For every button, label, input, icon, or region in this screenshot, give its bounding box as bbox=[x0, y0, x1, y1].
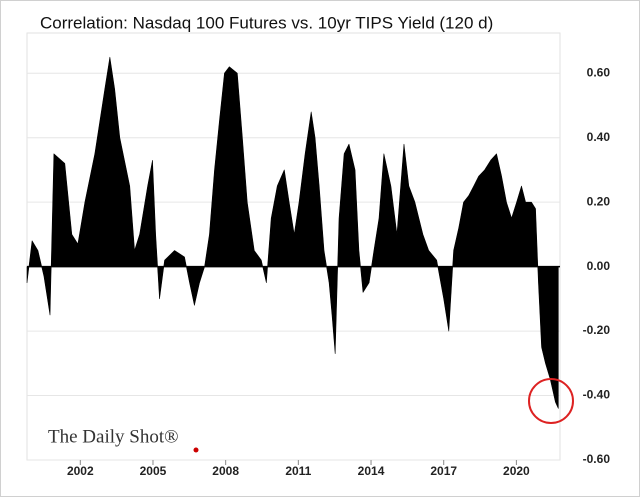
y-tick-label: -0.60 bbox=[583, 452, 611, 466]
y-tick-label: -0.40 bbox=[583, 388, 611, 402]
y-tick-label: 0.20 bbox=[587, 194, 611, 208]
x-tick-label: 2002 bbox=[67, 464, 94, 478]
x-tick-label: 2008 bbox=[212, 464, 239, 478]
x-tick-label: 2017 bbox=[430, 464, 457, 478]
y-tick-label: -0.20 bbox=[583, 323, 611, 337]
highlight-circle bbox=[528, 378, 574, 424]
x-tick-label: 2011 bbox=[285, 464, 311, 478]
area bbox=[26, 56, 559, 409]
source-logo: The Daily Shot® bbox=[48, 426, 179, 447]
x-tick-label: 2020 bbox=[503, 464, 530, 478]
y-tick-label: 0.60 bbox=[587, 65, 611, 79]
y-tick-label: 0.40 bbox=[587, 130, 611, 144]
chart-title: Correlation: Nasdaq 100 Futures vs. 10yr… bbox=[40, 13, 493, 32]
logo-dot bbox=[193, 447, 199, 453]
x-tick-label: 2014 bbox=[358, 464, 385, 478]
x-tick-label: 2005 bbox=[140, 464, 167, 478]
y-tick-label: 0.00 bbox=[587, 259, 611, 273]
